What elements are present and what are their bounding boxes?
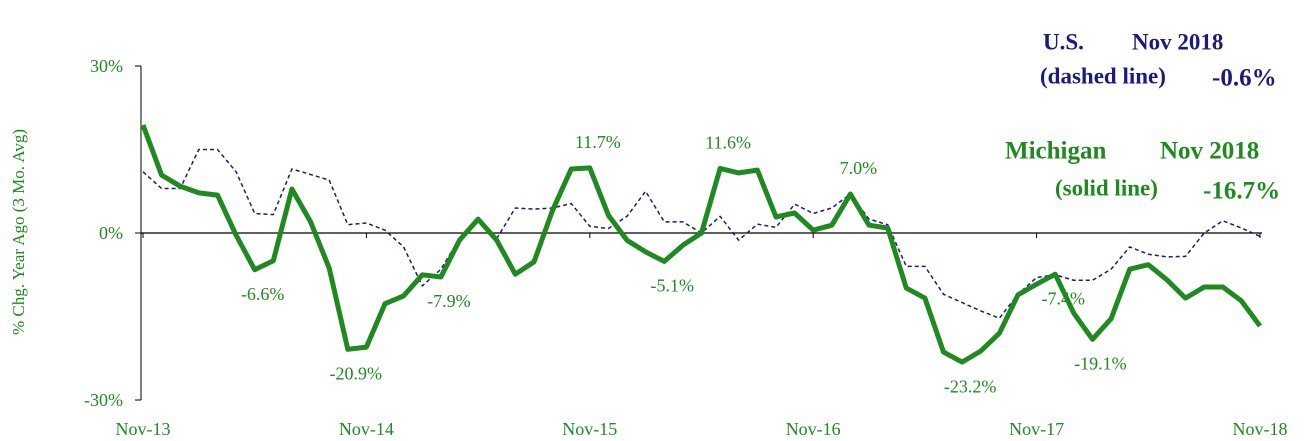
data-label: -7.9%	[427, 291, 471, 311]
data-label: -7.4%	[1041, 288, 1085, 308]
x-tick-label: Nov-13	[116, 419, 171, 439]
annotation: (dashed line)	[1040, 63, 1166, 88]
x-tick-label: Nov-15	[562, 419, 617, 439]
data-label: -23.2%	[944, 376, 997, 396]
data-label: 7.0%	[840, 158, 878, 178]
series-line	[140, 124, 1263, 365]
annotation: -16.7%	[1203, 178, 1280, 205]
y-tick-label: 30%	[90, 56, 123, 76]
x-tick-label: Nov-14	[339, 419, 394, 439]
data-label: -6.6%	[241, 284, 285, 304]
data-label: -20.9%	[330, 363, 383, 383]
annotation: Nov 2018	[1160, 138, 1259, 165]
y-axis-label: % Chg. Year Ago (3 Mo. Avg)	[9, 129, 28, 335]
annotation: -0.6%	[1212, 65, 1277, 92]
annotation: U.S.	[1043, 29, 1084, 54]
data-label: 11.7%	[575, 132, 621, 152]
x-tick-label: Nov-16	[786, 419, 841, 439]
annotation: Michigan	[1005, 138, 1106, 165]
data-label: -5.1%	[651, 276, 695, 296]
y-tick-label: -30%	[84, 390, 123, 410]
x-tick-label: Nov-18	[1233, 419, 1288, 439]
x-tick-label: Nov-17	[1009, 419, 1064, 439]
data-label: 11.6%	[705, 133, 751, 153]
y-tick-label: 0%	[99, 223, 123, 243]
annotation: Nov 2018	[1132, 29, 1223, 54]
data-label: -19.1%	[1074, 353, 1127, 373]
annotation: (solid line)	[1055, 175, 1158, 200]
